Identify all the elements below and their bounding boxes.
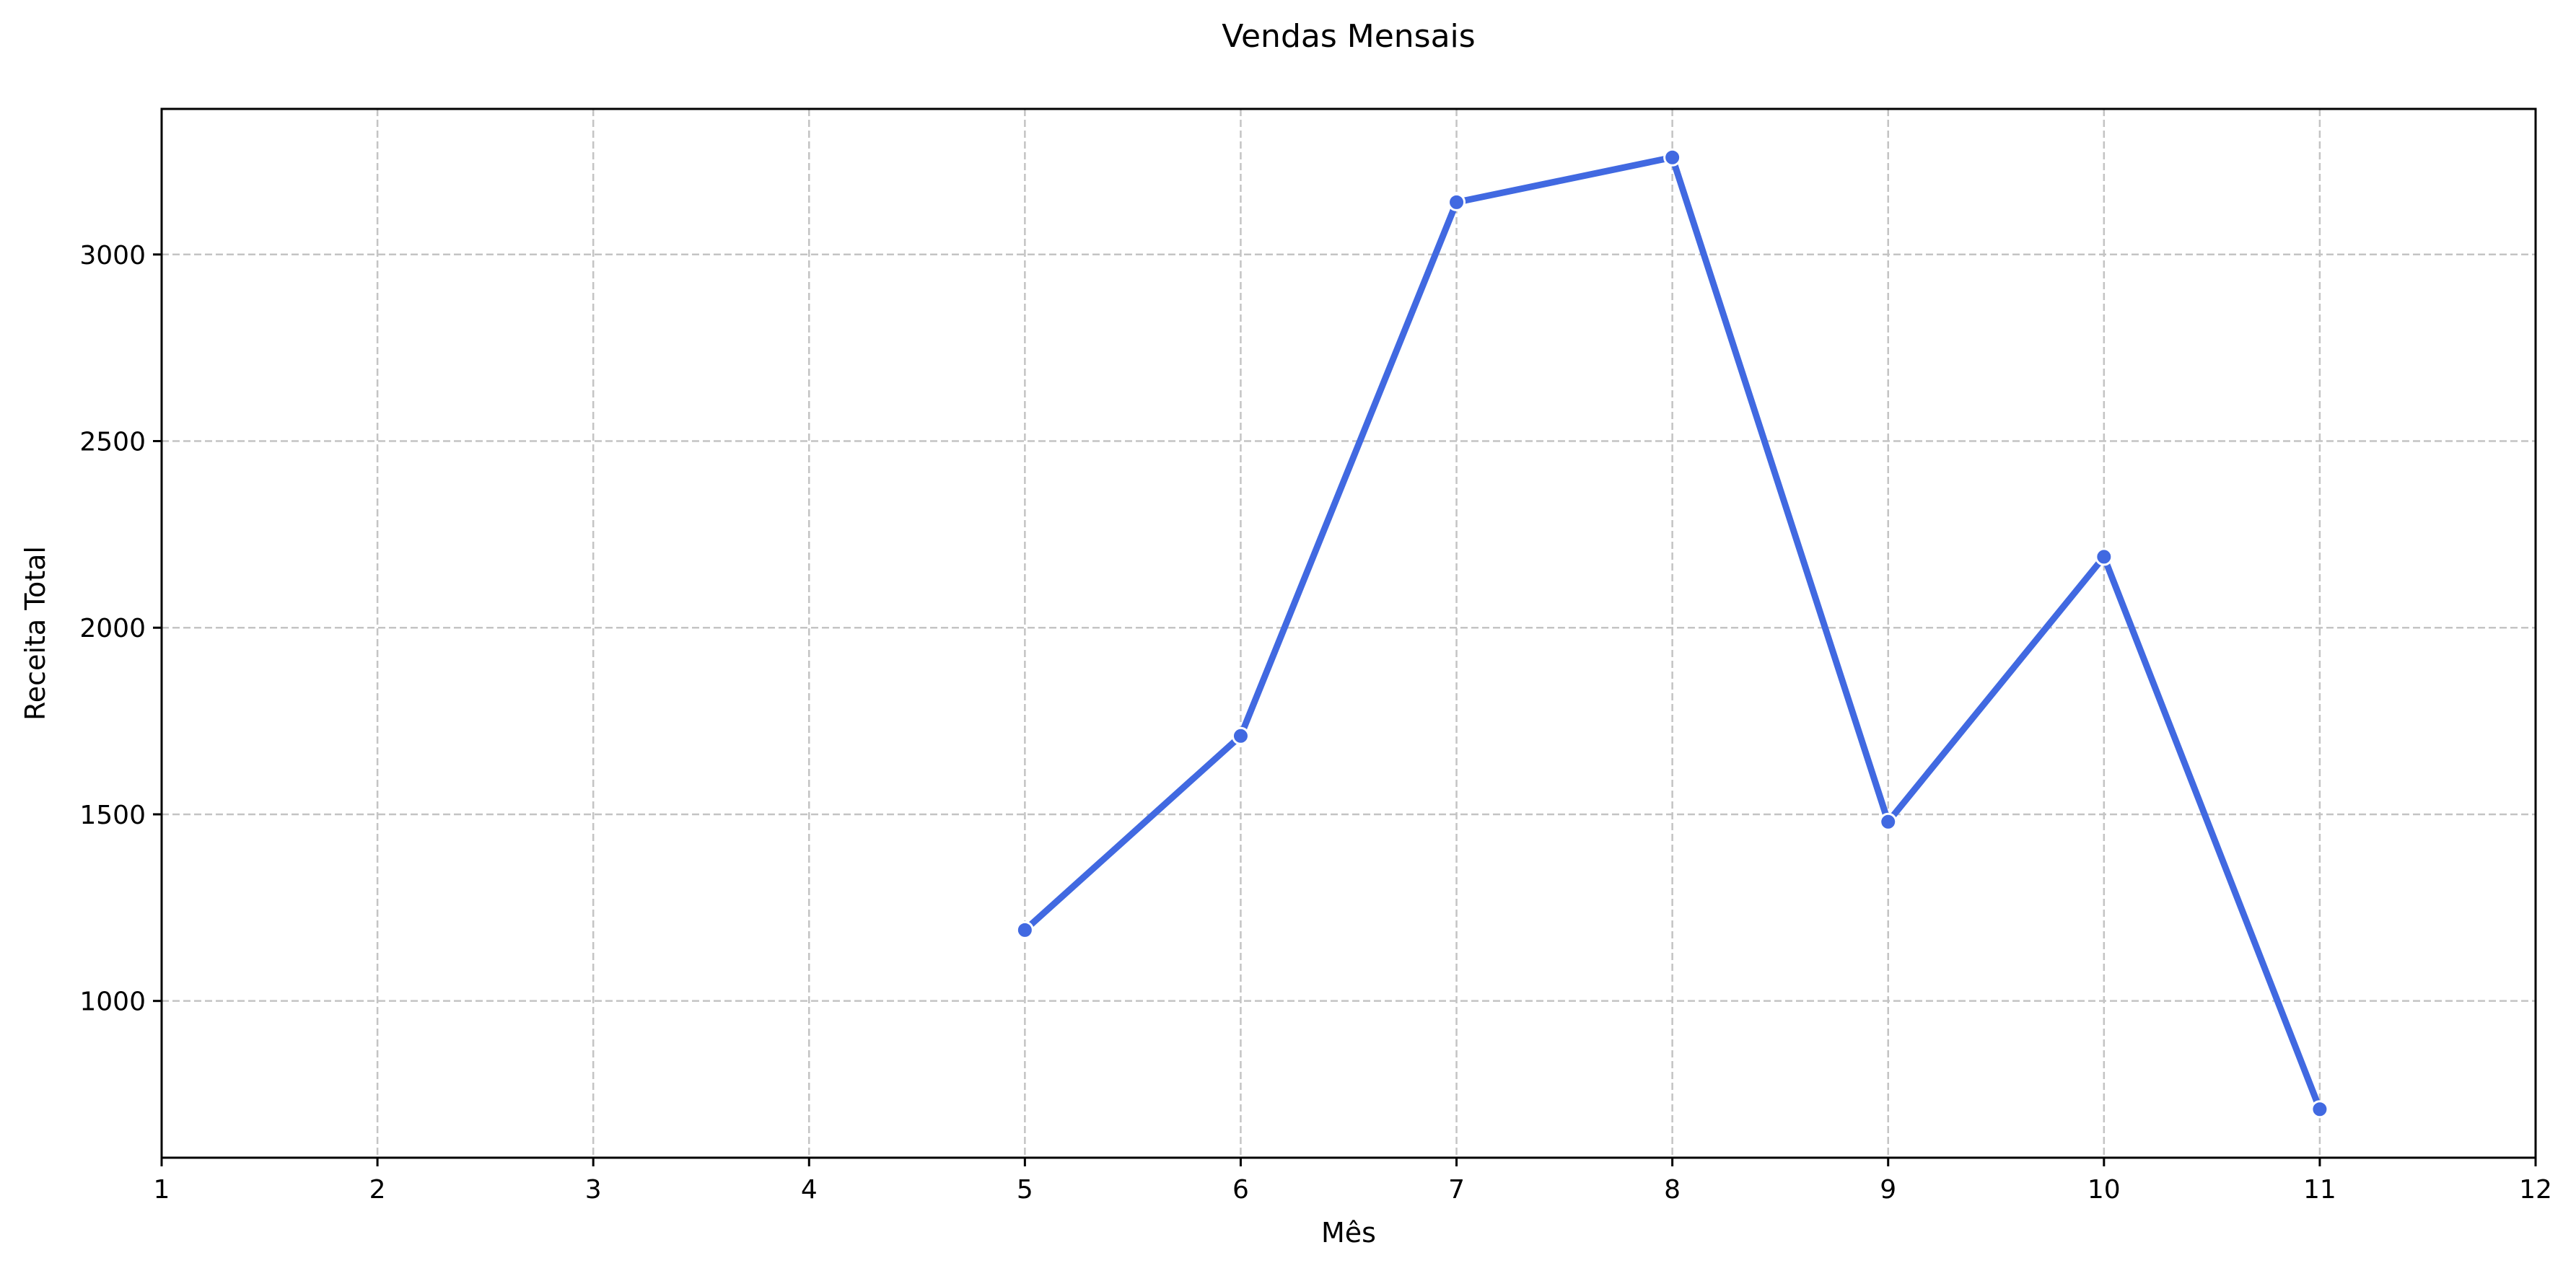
x-tick-label: 11 <box>2303 1175 2336 1205</box>
plot-area-frame <box>160 107 2537 1159</box>
x-axis-label: Mês <box>1321 1217 1376 1249</box>
chart-title: Vendas Mensais <box>1222 18 1475 55</box>
data-point-marker <box>1015 920 1034 939</box>
y-tick-label: 3000 <box>79 241 146 270</box>
series-layer <box>1015 148 2329 1119</box>
grid-lines <box>160 109 2537 1158</box>
data-point-marker <box>2095 547 2113 566</box>
x-tick-label: 7 <box>1448 1175 1465 1205</box>
x-tick-label: 9 <box>1880 1175 1896 1205</box>
y-axis-label: Receita Total <box>19 546 51 721</box>
data-point-marker <box>1663 148 1682 167</box>
y-tick-label: 1500 <box>79 801 146 830</box>
x-tick-label: 5 <box>1017 1175 1033 1205</box>
data-point-marker <box>1447 193 1466 211</box>
data-point-marker <box>1879 812 1898 831</box>
data-point-marker <box>2310 1100 2329 1119</box>
x-tick-label: 4 <box>801 1175 818 1205</box>
x-tick-label: 3 <box>585 1175 602 1205</box>
x-tick-label: 6 <box>1232 1175 1249 1205</box>
y-tick-label: 1000 <box>79 987 146 1017</box>
x-tick-label: 8 <box>1664 1175 1681 1205</box>
y-tick-label: 2500 <box>79 428 146 457</box>
y-tick-label: 2000 <box>79 614 146 643</box>
x-tick-label: 1 <box>154 1175 170 1205</box>
x-tick-label: 2 <box>369 1175 386 1205</box>
x-tick-label: 10 <box>2087 1175 2121 1205</box>
x-tick-label: 12 <box>2519 1175 2552 1205</box>
data-point-marker <box>1231 726 1250 745</box>
